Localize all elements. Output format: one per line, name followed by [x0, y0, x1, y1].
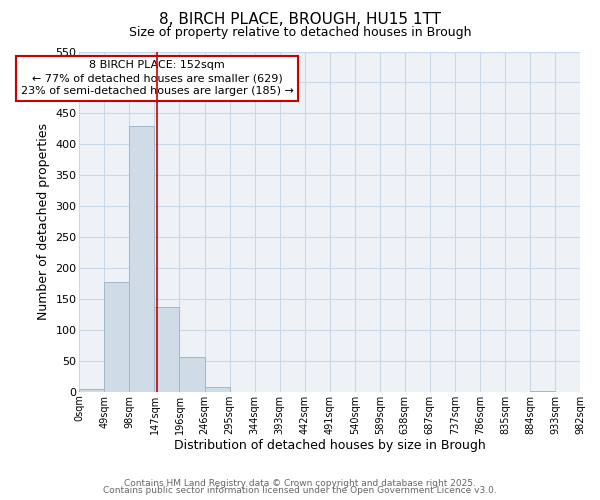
Y-axis label: Number of detached properties: Number of detached properties: [37, 123, 50, 320]
Text: 8 BIRCH PLACE: 152sqm
← 77% of detached houses are smaller (629)
23% of semi-det: 8 BIRCH PLACE: 152sqm ← 77% of detached …: [20, 60, 293, 96]
Bar: [205, 388, 230, 392]
Bar: [79, 388, 104, 392]
Bar: [130, 126, 154, 392]
Text: 8, BIRCH PLACE, BROUGH, HU15 1TT: 8, BIRCH PLACE, BROUGH, HU15 1TT: [159, 12, 441, 28]
Bar: [104, 282, 130, 392]
Bar: [154, 307, 179, 392]
X-axis label: Distribution of detached houses by size in Brough: Distribution of detached houses by size …: [174, 440, 485, 452]
Text: Contains HM Land Registry data © Crown copyright and database right 2025.: Contains HM Land Registry data © Crown c…: [124, 478, 476, 488]
Text: Size of property relative to detached houses in Brough: Size of property relative to detached ho…: [129, 26, 471, 39]
Bar: [179, 356, 205, 392]
Text: Contains public sector information licensed under the Open Government Licence v3: Contains public sector information licen…: [103, 486, 497, 495]
Bar: [530, 391, 555, 392]
